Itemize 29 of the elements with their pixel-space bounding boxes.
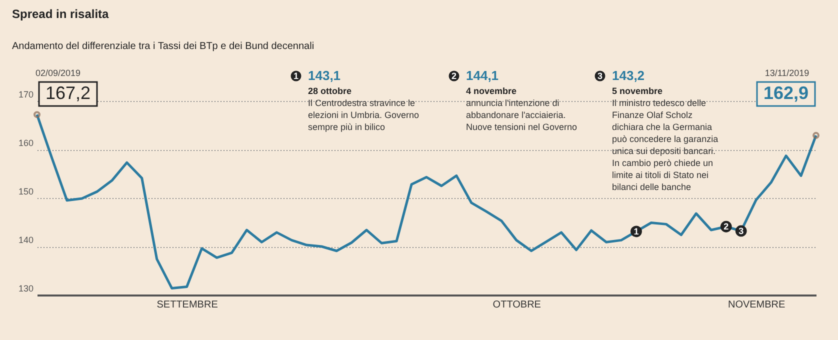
text: 28 ottobre xyxy=(308,86,352,96)
text: 143,1 xyxy=(308,68,341,83)
annotation: 1 xyxy=(634,226,639,236)
y-tick-label: 150 xyxy=(18,186,34,196)
text: 13/11/2019 xyxy=(764,68,810,78)
y-tick-label: 130 xyxy=(18,284,34,294)
annotation: Il Centrodestra stravince le elezioni in Umbria. Governo sempre più in bilico xyxy=(308,98,420,132)
y-tick-label: 140 xyxy=(18,235,34,245)
chart-subtitle: Andamento del differenziale tra i Tassi dei BTp e dei Bund decennali xyxy=(12,41,314,52)
x-tick-label: OTTOBRE xyxy=(492,300,542,310)
text: 144,1 xyxy=(466,68,499,83)
y-tick-label: 170 xyxy=(18,90,34,100)
text: 2 xyxy=(451,71,457,81)
data-label: 167,2 xyxy=(45,83,91,103)
x-tick-label: NOVEMBRE xyxy=(728,300,786,310)
annotation: 2 xyxy=(724,222,729,232)
chart-title: Spread in risalita xyxy=(12,7,110,21)
annotation: Il ministro tedesco delle Finanze Olaf Scholz dichiara che la Germania può concedere la garanzia unica sui depositi bancari. In cambio però chiede un limite ai titoli di Stato nei bilanci delle banche xyxy=(612,98,718,192)
x-tick-label: SETTEMBRE xyxy=(156,300,218,310)
text: 143,2 xyxy=(612,68,645,83)
text: 5 novembre xyxy=(612,86,663,96)
data-label: 162,9 xyxy=(763,83,809,103)
annotation: annuncia l'intenzione di abbandonare l'acciaieria. Nuove tensioni nel Governo xyxy=(466,98,578,132)
text: 1 xyxy=(293,71,299,81)
text: 3 xyxy=(597,71,603,81)
text: 02/09/2019 xyxy=(35,68,81,78)
text: 4 novembre xyxy=(466,86,517,96)
annotation: 3 xyxy=(738,226,744,236)
y-tick-label: 160 xyxy=(18,138,34,148)
